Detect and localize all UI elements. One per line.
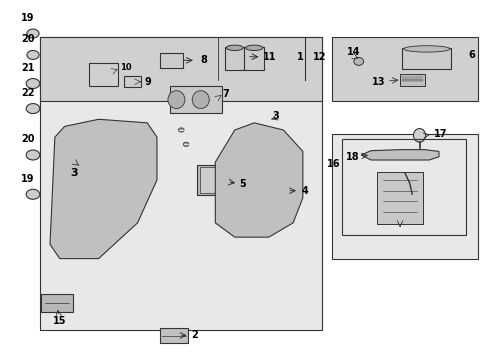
- FancyBboxPatch shape: [41, 294, 73, 312]
- Text: 20: 20: [21, 34, 35, 44]
- FancyBboxPatch shape: [200, 167, 225, 193]
- Text: 11: 11: [263, 52, 276, 62]
- Text: 13: 13: [371, 77, 385, 87]
- Text: 3: 3: [272, 111, 279, 121]
- Ellipse shape: [26, 78, 40, 89]
- FancyBboxPatch shape: [160, 53, 183, 68]
- Text: 20: 20: [21, 134, 35, 144]
- Ellipse shape: [245, 45, 262, 50]
- FancyBboxPatch shape: [123, 76, 141, 87]
- FancyBboxPatch shape: [399, 73, 424, 86]
- Ellipse shape: [353, 58, 363, 65]
- Text: 9: 9: [144, 77, 151, 87]
- Text: 5: 5: [239, 179, 246, 189]
- Text: 10: 10: [120, 63, 132, 72]
- Text: 16: 16: [326, 159, 340, 169]
- Ellipse shape: [26, 104, 40, 113]
- Ellipse shape: [27, 50, 39, 59]
- FancyBboxPatch shape: [40, 37, 322, 330]
- Polygon shape: [361, 150, 438, 160]
- Ellipse shape: [183, 142, 189, 147]
- Text: 22: 22: [21, 88, 35, 98]
- Text: 15: 15: [53, 316, 66, 326]
- Text: 6: 6: [467, 50, 474, 60]
- FancyBboxPatch shape: [197, 165, 228, 195]
- Text: 8: 8: [201, 55, 207, 65]
- Ellipse shape: [178, 128, 184, 132]
- FancyBboxPatch shape: [224, 47, 244, 70]
- Text: 17: 17: [433, 129, 447, 139]
- Ellipse shape: [27, 29, 39, 38]
- Text: 21: 21: [21, 63, 35, 73]
- Ellipse shape: [192, 91, 209, 109]
- Text: 1: 1: [297, 52, 303, 62]
- FancyBboxPatch shape: [331, 134, 477, 258]
- Text: 14: 14: [346, 47, 360, 57]
- Ellipse shape: [167, 91, 184, 109]
- FancyBboxPatch shape: [170, 86, 221, 113]
- Ellipse shape: [26, 189, 40, 199]
- Text: 19: 19: [21, 174, 35, 184]
- Text: 2: 2: [191, 330, 197, 341]
- FancyBboxPatch shape: [331, 37, 477, 102]
- Ellipse shape: [26, 150, 40, 160]
- FancyBboxPatch shape: [40, 37, 322, 102]
- Ellipse shape: [403, 46, 449, 52]
- Text: 12: 12: [312, 52, 325, 62]
- Text: 4: 4: [301, 186, 308, 196]
- Text: 19: 19: [21, 13, 35, 23]
- Ellipse shape: [226, 45, 243, 50]
- FancyBboxPatch shape: [402, 48, 450, 69]
- Polygon shape: [50, 119, 157, 258]
- FancyBboxPatch shape: [88, 63, 118, 86]
- FancyBboxPatch shape: [244, 47, 264, 70]
- Text: 18: 18: [345, 152, 359, 162]
- FancyBboxPatch shape: [160, 328, 187, 343]
- Polygon shape: [215, 123, 302, 237]
- Text: 7: 7: [222, 89, 229, 99]
- Text: 3: 3: [70, 168, 78, 178]
- FancyBboxPatch shape: [376, 172, 423, 224]
- Ellipse shape: [413, 129, 425, 142]
